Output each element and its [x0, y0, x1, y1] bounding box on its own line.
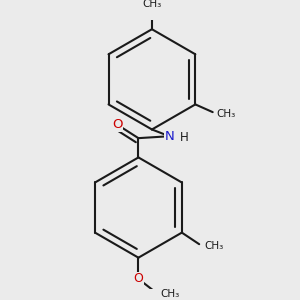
Text: O: O: [134, 272, 143, 285]
Text: CH₃: CH₃: [204, 241, 223, 251]
Text: CH₃: CH₃: [217, 109, 236, 119]
Text: CH₃: CH₃: [160, 289, 180, 299]
Text: O: O: [112, 118, 122, 131]
Text: N: N: [164, 130, 174, 143]
Text: CH₃: CH₃: [142, 0, 162, 9]
Text: H: H: [180, 131, 189, 144]
